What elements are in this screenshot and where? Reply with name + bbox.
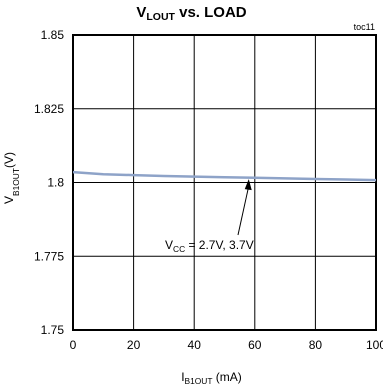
y-tick-label: 1.775 xyxy=(34,249,64,263)
x-tick-label: 100 xyxy=(366,338,383,352)
annotation-arrowhead xyxy=(244,179,252,191)
x-tick-label: 0 xyxy=(70,338,77,352)
series-line xyxy=(72,170,377,182)
y-tick-label: 1.8 xyxy=(47,176,64,190)
chart-title: VLOUT vs. LOAD xyxy=(136,4,247,24)
x-tick-label: 40 xyxy=(188,338,202,352)
x-tick-label: 80 xyxy=(309,338,323,352)
y-axis-label: VB1OUT (V) xyxy=(2,152,21,204)
y-tick-label: 1.75 xyxy=(41,323,65,337)
annotation-arrow-line xyxy=(237,185,250,236)
figure-tag: toc11 xyxy=(353,22,375,32)
plot-frame xyxy=(72,34,377,331)
x-tick-label: 20 xyxy=(127,338,141,352)
series-annotation: VCC = 2.7V, 3.7V xyxy=(165,238,254,254)
x-tick-label: 60 xyxy=(248,338,262,352)
y-tick-label: 1.85 xyxy=(41,28,65,42)
y-tick-label: 1.825 xyxy=(34,102,64,116)
x-axis-label: IB1OUT (mA) xyxy=(181,370,242,386)
